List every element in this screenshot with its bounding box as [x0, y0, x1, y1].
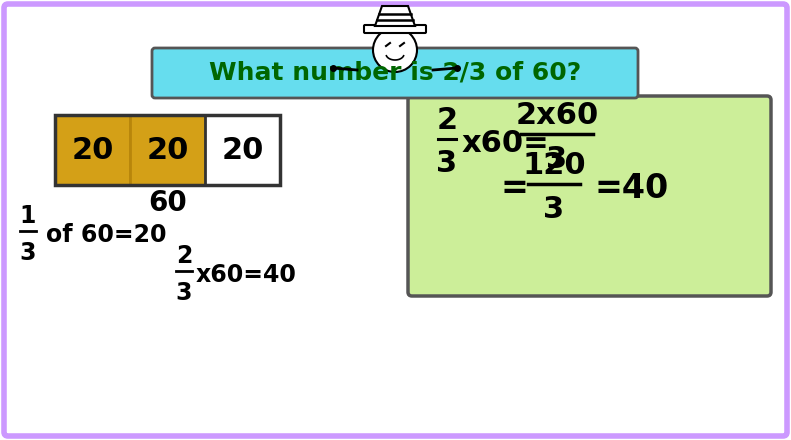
Text: 2: 2: [176, 244, 192, 268]
Text: 3: 3: [547, 145, 568, 174]
Text: 3: 3: [437, 149, 457, 178]
Text: 20: 20: [221, 136, 263, 165]
FancyBboxPatch shape: [408, 96, 771, 296]
Bar: [55, 115, 280, 185]
Text: 2x60: 2x60: [516, 101, 599, 130]
Text: of 60=20: of 60=20: [46, 223, 166, 247]
Text: 20: 20: [71, 136, 114, 165]
Text: 60: 60: [148, 189, 187, 217]
Text: =40: =40: [594, 172, 668, 205]
Text: 3: 3: [176, 281, 192, 305]
Text: What number is 2/3 of 60?: What number is 2/3 of 60?: [209, 60, 581, 84]
FancyBboxPatch shape: [4, 4, 787, 436]
Bar: [205, 115, 280, 185]
Text: 3: 3: [20, 241, 36, 265]
Polygon shape: [375, 6, 415, 26]
Text: x60=: x60=: [462, 128, 550, 158]
Circle shape: [373, 28, 417, 72]
Text: 2: 2: [437, 106, 457, 135]
Bar: [55, 115, 130, 185]
FancyBboxPatch shape: [364, 25, 426, 33]
Bar: [130, 115, 205, 185]
Text: =: =: [500, 172, 528, 205]
Text: 3: 3: [543, 195, 565, 224]
Text: x60=40: x60=40: [196, 263, 297, 287]
Text: 20: 20: [146, 136, 189, 165]
Text: 1: 1: [20, 204, 36, 228]
Text: 120: 120: [522, 151, 586, 180]
FancyBboxPatch shape: [152, 48, 638, 98]
